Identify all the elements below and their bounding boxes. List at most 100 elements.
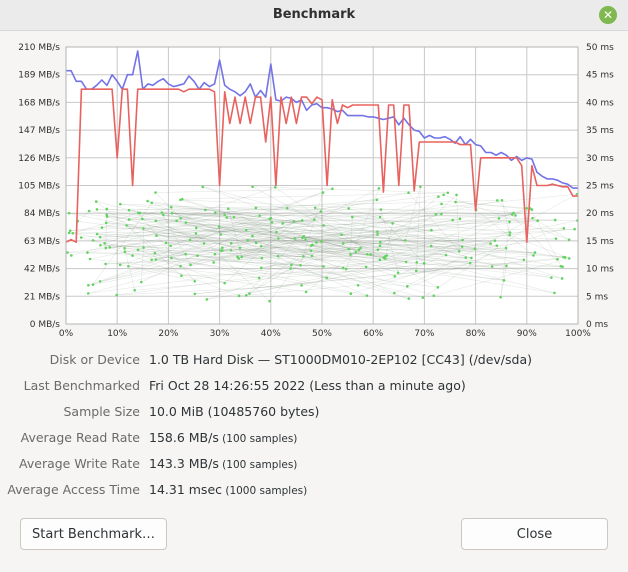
access-point (341, 242, 345, 245)
access-point (309, 249, 313, 253)
access-trace-line (228, 208, 313, 257)
info-value: Fri Oct 28 14:26:55 2022 (Less than a mi… (149, 378, 466, 393)
access-point (221, 246, 224, 249)
access-trace-line (155, 188, 333, 193)
info-label: Average Access Time (7, 482, 140, 497)
access-point (212, 261, 215, 264)
access-point (217, 225, 221, 228)
access-trace-line (128, 192, 324, 267)
access-point (302, 255, 305, 258)
access-trace-line (352, 216, 511, 233)
access-trace-line (497, 200, 563, 267)
access-point (244, 294, 248, 297)
access-trace-line (165, 242, 222, 251)
access-point (554, 237, 558, 240)
access-trace-line (282, 193, 578, 224)
access-trace-line (87, 252, 304, 257)
access-trace-line (312, 218, 460, 246)
access-point (196, 254, 199, 257)
access-point (175, 219, 178, 223)
access-point (378, 244, 382, 248)
access-point (454, 200, 457, 204)
access-point (490, 265, 494, 268)
access-trace-line (100, 244, 561, 267)
access-point (522, 258, 526, 262)
access-point (556, 257, 559, 261)
access-point (461, 238, 464, 242)
access-trace-line (171, 206, 393, 224)
access-point (382, 256, 386, 260)
access-point (315, 241, 318, 244)
access-point (142, 227, 145, 230)
access-point (512, 211, 515, 215)
plot-frame (65, 46, 579, 325)
access-trace-line (431, 245, 472, 259)
access-point (136, 211, 140, 215)
access-trace-line (190, 211, 321, 266)
access-point (115, 293, 118, 297)
access-point (404, 239, 407, 242)
start-benchmark-button[interactable]: Start Benchmark… (20, 518, 167, 550)
access-point (127, 208, 131, 212)
access-trace-line (287, 207, 476, 249)
access-point (341, 266, 345, 270)
close-icon[interactable]: ✕ (599, 6, 617, 24)
access-trace-line (202, 186, 472, 259)
y-left-tick-label: 126 MB/s (18, 154, 60, 164)
access-trace-line (422, 220, 538, 298)
access-trace-line (500, 221, 510, 298)
access-point (344, 267, 348, 271)
y-right-tick-label: 25 ms (586, 182, 614, 192)
access-point (508, 231, 512, 234)
access-trace-line (435, 194, 457, 215)
access-point (99, 243, 102, 247)
access-trace-line (170, 217, 271, 246)
access-point (248, 292, 251, 295)
access-trace-line (96, 209, 295, 239)
access-point (103, 242, 106, 245)
access-trace-line (106, 214, 279, 257)
access-trace-line (71, 214, 225, 256)
access-point (313, 218, 316, 221)
access-trace-line (213, 228, 575, 263)
access-trace-line (171, 212, 253, 237)
y-left-tick-label: 21 MB/s (24, 292, 60, 302)
access-trace-line (300, 192, 324, 266)
y-right-tick-label: 10 ms (586, 265, 614, 275)
access-point (432, 294, 436, 298)
access-point (553, 291, 556, 295)
access-trace-line (416, 270, 555, 294)
access-trace-line (96, 201, 313, 257)
access-trace-line (194, 257, 566, 295)
access-trace-line (377, 249, 536, 253)
y-right-tick-label: 0 ms (586, 320, 608, 330)
x-tick-label: 40% (261, 329, 281, 339)
access-point (364, 265, 368, 269)
access-trace-line (88, 243, 205, 286)
close-button[interactable]: Close (461, 518, 608, 550)
access-point (357, 248, 361, 252)
access-point (150, 201, 154, 205)
access-point (179, 265, 182, 268)
access-point (505, 264, 508, 268)
access-trace-line (120, 203, 556, 221)
access-trace-line (129, 209, 277, 233)
access-point (464, 256, 468, 259)
access-point (532, 254, 535, 257)
access-trace-line (87, 192, 409, 253)
access-point (391, 222, 394, 225)
access-point (225, 216, 228, 219)
access-point (378, 215, 382, 219)
info-value: 1.0 TB Hard Disk — ST1000DM010-2EP102 [C… (149, 352, 532, 367)
access-point (95, 232, 99, 236)
access-point (562, 255, 565, 259)
access-point (219, 233, 223, 236)
access-trace-line (143, 212, 514, 229)
access-point (133, 288, 137, 292)
access-trace-line (350, 217, 353, 255)
access-point (254, 206, 258, 210)
info-extra: (1000 samples) (222, 485, 308, 497)
access-point (155, 234, 158, 237)
y-right-tick-label: 45 ms (586, 71, 614, 81)
access-trace-line (222, 250, 238, 258)
